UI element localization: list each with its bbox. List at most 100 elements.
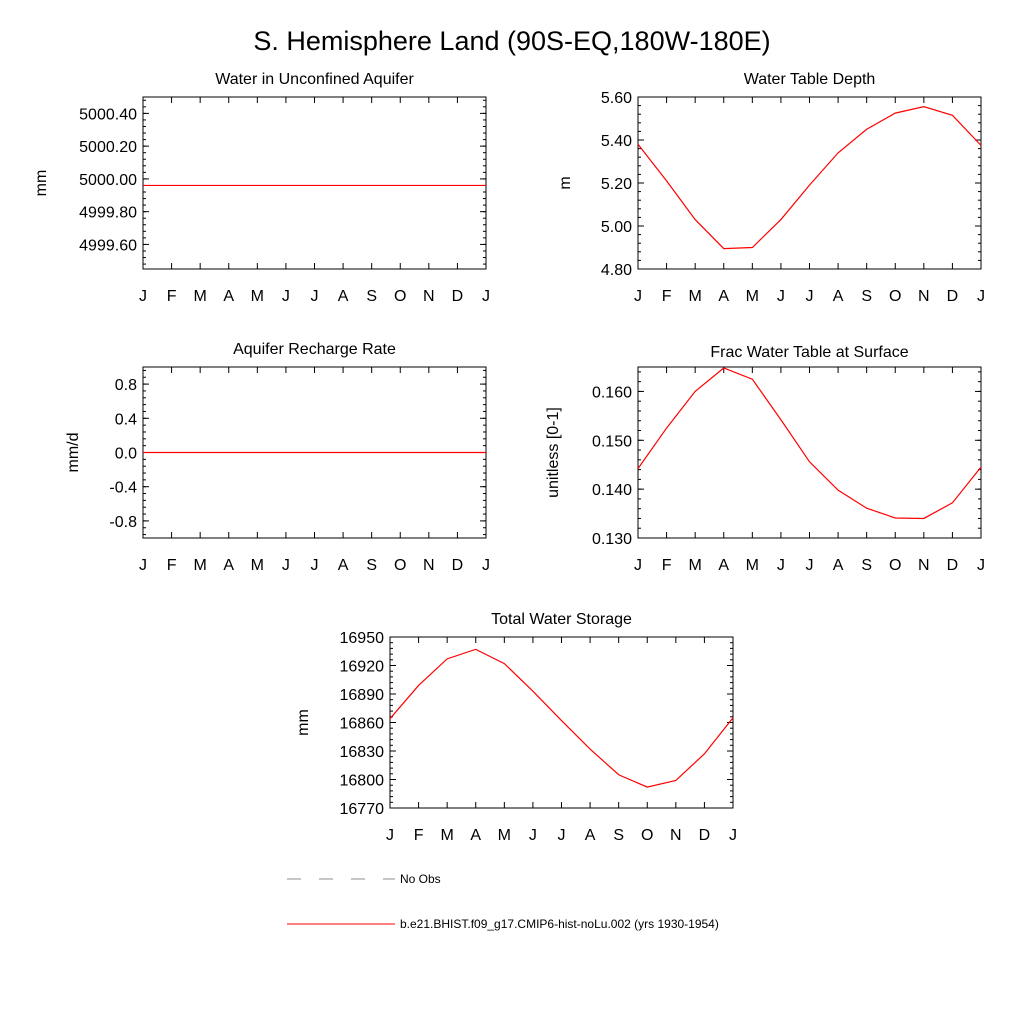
x-tick-label: A bbox=[718, 288, 729, 305]
x-tick-label: J bbox=[282, 288, 290, 305]
figure-title: S. Hemisphere Land (90S-EQ,180W-180E) bbox=[253, 26, 770, 56]
x-tick-label: J bbox=[977, 288, 985, 305]
x-tick-label: A bbox=[718, 557, 729, 574]
x-tick-label: A bbox=[223, 288, 234, 305]
x-tick-label: S bbox=[861, 288, 872, 305]
series-line bbox=[637, 106, 982, 250]
y-axis-label: mm bbox=[33, 170, 50, 197]
x-tick-label: M bbox=[251, 557, 264, 574]
series-line bbox=[637, 367, 982, 520]
x-tick-label: D bbox=[699, 827, 711, 844]
panel-4: Frac Water Table at Surface unitless [0-1… bbox=[545, 344, 985, 574]
x-tick-label: J bbox=[529, 827, 537, 844]
x-tick-label: J bbox=[386, 827, 394, 844]
y-tick-label: 16920 bbox=[340, 659, 385, 676]
x-tick-label: J bbox=[558, 827, 566, 844]
y-tick-label: 4999.60 bbox=[79, 237, 137, 254]
y-tick-label: 5.20 bbox=[601, 176, 632, 193]
x-tick-label: F bbox=[414, 827, 424, 844]
plot-frame bbox=[142, 96, 487, 270]
x-tick-label: J bbox=[282, 557, 290, 574]
x-tick-label: A bbox=[338, 288, 349, 305]
series-line bbox=[389, 648, 734, 788]
y-axis-label: m bbox=[557, 176, 574, 189]
x-tick-label: M bbox=[746, 288, 759, 305]
panel-title: Frac Water Table at Surface bbox=[710, 344, 908, 361]
x-tick-label: J bbox=[634, 557, 642, 574]
y-tick-label: 5000.20 bbox=[79, 139, 137, 156]
x-tick-label: A bbox=[223, 557, 234, 574]
x-tick-label: A bbox=[470, 827, 481, 844]
x-tick-label: J bbox=[634, 288, 642, 305]
x-tick-label: O bbox=[394, 557, 406, 574]
x-tick-label: A bbox=[833, 557, 844, 574]
plot-frame bbox=[389, 636, 734, 809]
x-tick-label: O bbox=[394, 288, 406, 305]
x-tick-label: O bbox=[889, 288, 901, 305]
x-tick-label: J bbox=[806, 288, 814, 305]
x-tick-label: M bbox=[194, 288, 207, 305]
x-tick-label: J bbox=[311, 557, 319, 574]
x-tick-label: D bbox=[947, 288, 959, 305]
x-tick-label: M bbox=[746, 557, 759, 574]
y-axis-label: mm/d bbox=[65, 433, 82, 473]
x-tick-label: J bbox=[806, 557, 814, 574]
x-tick-label: N bbox=[423, 557, 435, 574]
y-axis-label: mm bbox=[295, 709, 312, 736]
x-tick-label: N bbox=[670, 827, 682, 844]
y-tick-label: 5.60 bbox=[601, 90, 632, 107]
panel-title: Water Table Depth bbox=[744, 71, 876, 88]
y-tick-label: 4.80 bbox=[601, 262, 632, 279]
x-tick-label: M bbox=[498, 827, 511, 844]
x-tick-label: J bbox=[139, 288, 147, 305]
panel-title: Water in Unconfined Aquifer bbox=[215, 71, 414, 88]
y-tick-label: 16950 bbox=[340, 630, 385, 647]
plot-frame bbox=[637, 366, 982, 539]
y-tick-label: 5.40 bbox=[601, 133, 632, 150]
y-tick-label: -0.8 bbox=[109, 514, 137, 531]
x-tick-label: D bbox=[947, 557, 959, 574]
y-axis-label: unitless [0-1] bbox=[545, 407, 562, 498]
y-tick-label: 0.0 bbox=[115, 446, 137, 463]
x-tick-label: F bbox=[167, 288, 177, 305]
x-tick-label: J bbox=[777, 288, 785, 305]
panel-title: Total Water Storage bbox=[491, 611, 632, 628]
y-tick-label: 16800 bbox=[340, 773, 385, 790]
y-tick-label: 16890 bbox=[340, 687, 385, 704]
x-tick-label: J bbox=[777, 557, 785, 574]
x-tick-label: M bbox=[441, 827, 454, 844]
x-tick-label: F bbox=[662, 288, 672, 305]
x-tick-label: S bbox=[366, 557, 377, 574]
x-tick-label: J bbox=[977, 557, 985, 574]
y-tick-label: 5.00 bbox=[601, 219, 632, 236]
y-tick-label: 0.130 bbox=[592, 531, 632, 548]
y-tick-label: 16770 bbox=[340, 801, 385, 818]
x-tick-label: M bbox=[689, 288, 702, 305]
plot-frame bbox=[637, 96, 982, 270]
y-tick-label: -0.4 bbox=[109, 480, 137, 497]
x-tick-label: D bbox=[452, 557, 464, 574]
panel-title: Aquifer Recharge Rate bbox=[233, 341, 396, 358]
x-tick-label: F bbox=[167, 557, 177, 574]
x-tick-label: F bbox=[662, 557, 672, 574]
x-tick-label: S bbox=[861, 557, 872, 574]
x-tick-label: M bbox=[689, 557, 702, 574]
x-tick-label: N bbox=[423, 288, 435, 305]
x-tick-label: A bbox=[585, 827, 596, 844]
x-tick-label: M bbox=[194, 557, 207, 574]
y-tick-label: 0.140 bbox=[592, 482, 632, 499]
legend: No Obs b.e21.BHIST.f09_g17.CMIP6-hist-no… bbox=[287, 872, 719, 931]
y-tick-label: 0.160 bbox=[592, 384, 632, 401]
y-tick-label: 16830 bbox=[340, 744, 385, 761]
y-tick-label: 0.8 bbox=[115, 377, 137, 394]
x-tick-label: S bbox=[613, 827, 624, 844]
x-tick-label: M bbox=[251, 288, 264, 305]
x-tick-label: A bbox=[833, 288, 844, 305]
x-tick-label: O bbox=[889, 557, 901, 574]
x-tick-label: D bbox=[452, 288, 464, 305]
x-tick-label: S bbox=[366, 288, 377, 305]
